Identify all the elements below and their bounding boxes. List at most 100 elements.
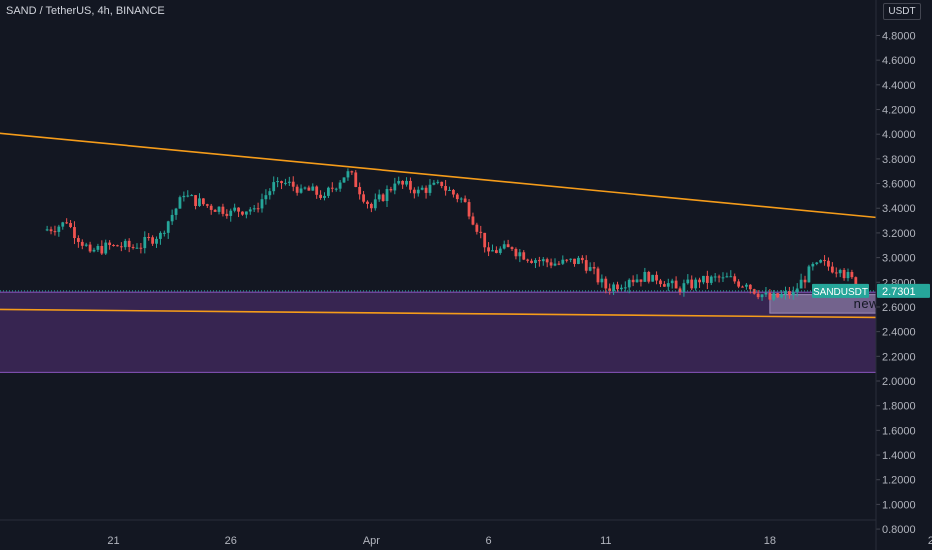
candle-bear [565, 259, 569, 261]
candle-bear [108, 242, 112, 246]
candle-bull [303, 187, 307, 189]
candle-bull [272, 182, 276, 192]
candle-bull [729, 276, 733, 278]
currency-selector[interactable]: USDT [883, 3, 921, 20]
candle-bear [479, 231, 483, 233]
candle-bear [827, 260, 830, 267]
candle-bull [57, 226, 61, 232]
y-tick-label: 2.2000 [882, 351, 916, 363]
candle-bull [725, 276, 729, 278]
candle-bull [795, 288, 799, 293]
candle-bull [709, 276, 713, 283]
candle-bull [178, 197, 182, 209]
y-tick-label: 4.8000 [882, 30, 916, 42]
candle-bear [494, 250, 498, 253]
candle-bull [846, 271, 850, 279]
candle-bear [280, 181, 283, 184]
y-tick-label: 3.4000 [882, 203, 916, 215]
candle-bull [436, 181, 440, 183]
candle-bull [198, 198, 201, 206]
candle-bear [237, 207, 240, 212]
candle-bear [522, 252, 526, 260]
candle-bear [463, 198, 467, 203]
candle-bull [248, 209, 252, 212]
candle-bull [459, 198, 463, 200]
candle-bear [151, 237, 155, 244]
current-price-value: 2.7301 [882, 286, 916, 298]
candle-bear [147, 237, 151, 239]
candle-bear [116, 245, 119, 247]
candle-bear [842, 269, 846, 279]
candle-bull [190, 195, 194, 197]
upper-trendline[interactable] [0, 132, 932, 248]
candle-bull [182, 195, 186, 198]
candle-bull [819, 260, 823, 263]
candle-bear [330, 187, 334, 189]
candle-bull [405, 180, 408, 185]
y-tick-label: 0.8000 [882, 524, 916, 536]
candle-bull [397, 181, 401, 184]
y-tick-label: 3.8000 [882, 154, 916, 166]
candle-bull [612, 284, 615, 292]
candle-bull [502, 244, 506, 249]
candle-bull [569, 258, 573, 260]
candle-bull [791, 292, 795, 296]
candle-bear [674, 280, 678, 289]
candle-bear [201, 198, 205, 205]
candle-bear [409, 180, 412, 190]
candle-bear [834, 272, 838, 274]
candle-bull [393, 183, 397, 191]
candle-bull [96, 246, 100, 250]
candle-bull [276, 181, 280, 183]
candle-bull [170, 214, 174, 222]
candle-bear [205, 204, 209, 206]
candle-bear [194, 195, 197, 206]
candle-bear [647, 271, 651, 282]
y-tick-label: 2.6000 [882, 302, 916, 314]
lower-trendline[interactable] [0, 308, 932, 321]
candle-bear [444, 186, 448, 191]
y-tick-label: 4.2000 [882, 105, 916, 117]
candle-bull [174, 208, 178, 215]
candle-bear [631, 279, 635, 283]
candle-bear [225, 213, 229, 216]
candle-bear [412, 189, 416, 194]
candle-bull [432, 182, 436, 185]
y-tick-label: 4.4000 [882, 80, 916, 92]
y-tick-label: 1.0000 [882, 499, 916, 511]
candle-bull [233, 207, 237, 211]
candle-bear [131, 246, 135, 248]
candle-bull [745, 284, 748, 287]
candle-bull [807, 266, 811, 283]
candle-bear [737, 281, 741, 287]
candle-bull [135, 247, 139, 249]
candle-bear [307, 187, 311, 191]
candle-bear [389, 189, 393, 191]
symbol-tag-label: SANDUSDT [813, 287, 868, 298]
candle-bear [662, 284, 666, 287]
y-tick-label: 3.0000 [882, 253, 916, 265]
x-tick-label: 6 [486, 535, 492, 547]
x-tick-label: 21 [107, 535, 119, 547]
candle-bull [553, 263, 557, 266]
current-price-tag [877, 283, 930, 298]
candle-bull [323, 195, 326, 198]
candle-bull [588, 267, 592, 271]
candle-bear [139, 247, 143, 249]
price-axis[interactable] [876, 0, 932, 550]
candle-bear [209, 205, 213, 210]
candle-bear [717, 276, 721, 278]
y-tick-label: 3.2000 [882, 228, 916, 240]
candle-bear [440, 181, 444, 187]
candle-bull [600, 278, 604, 283]
candle-bull [772, 293, 776, 300]
candle-bear [475, 224, 479, 232]
candle-bear [127, 240, 131, 247]
candle-bull [84, 244, 88, 246]
candle-bear [752, 289, 756, 294]
time-axis[interactable] [0, 520, 876, 550]
candle-bear [354, 172, 358, 187]
